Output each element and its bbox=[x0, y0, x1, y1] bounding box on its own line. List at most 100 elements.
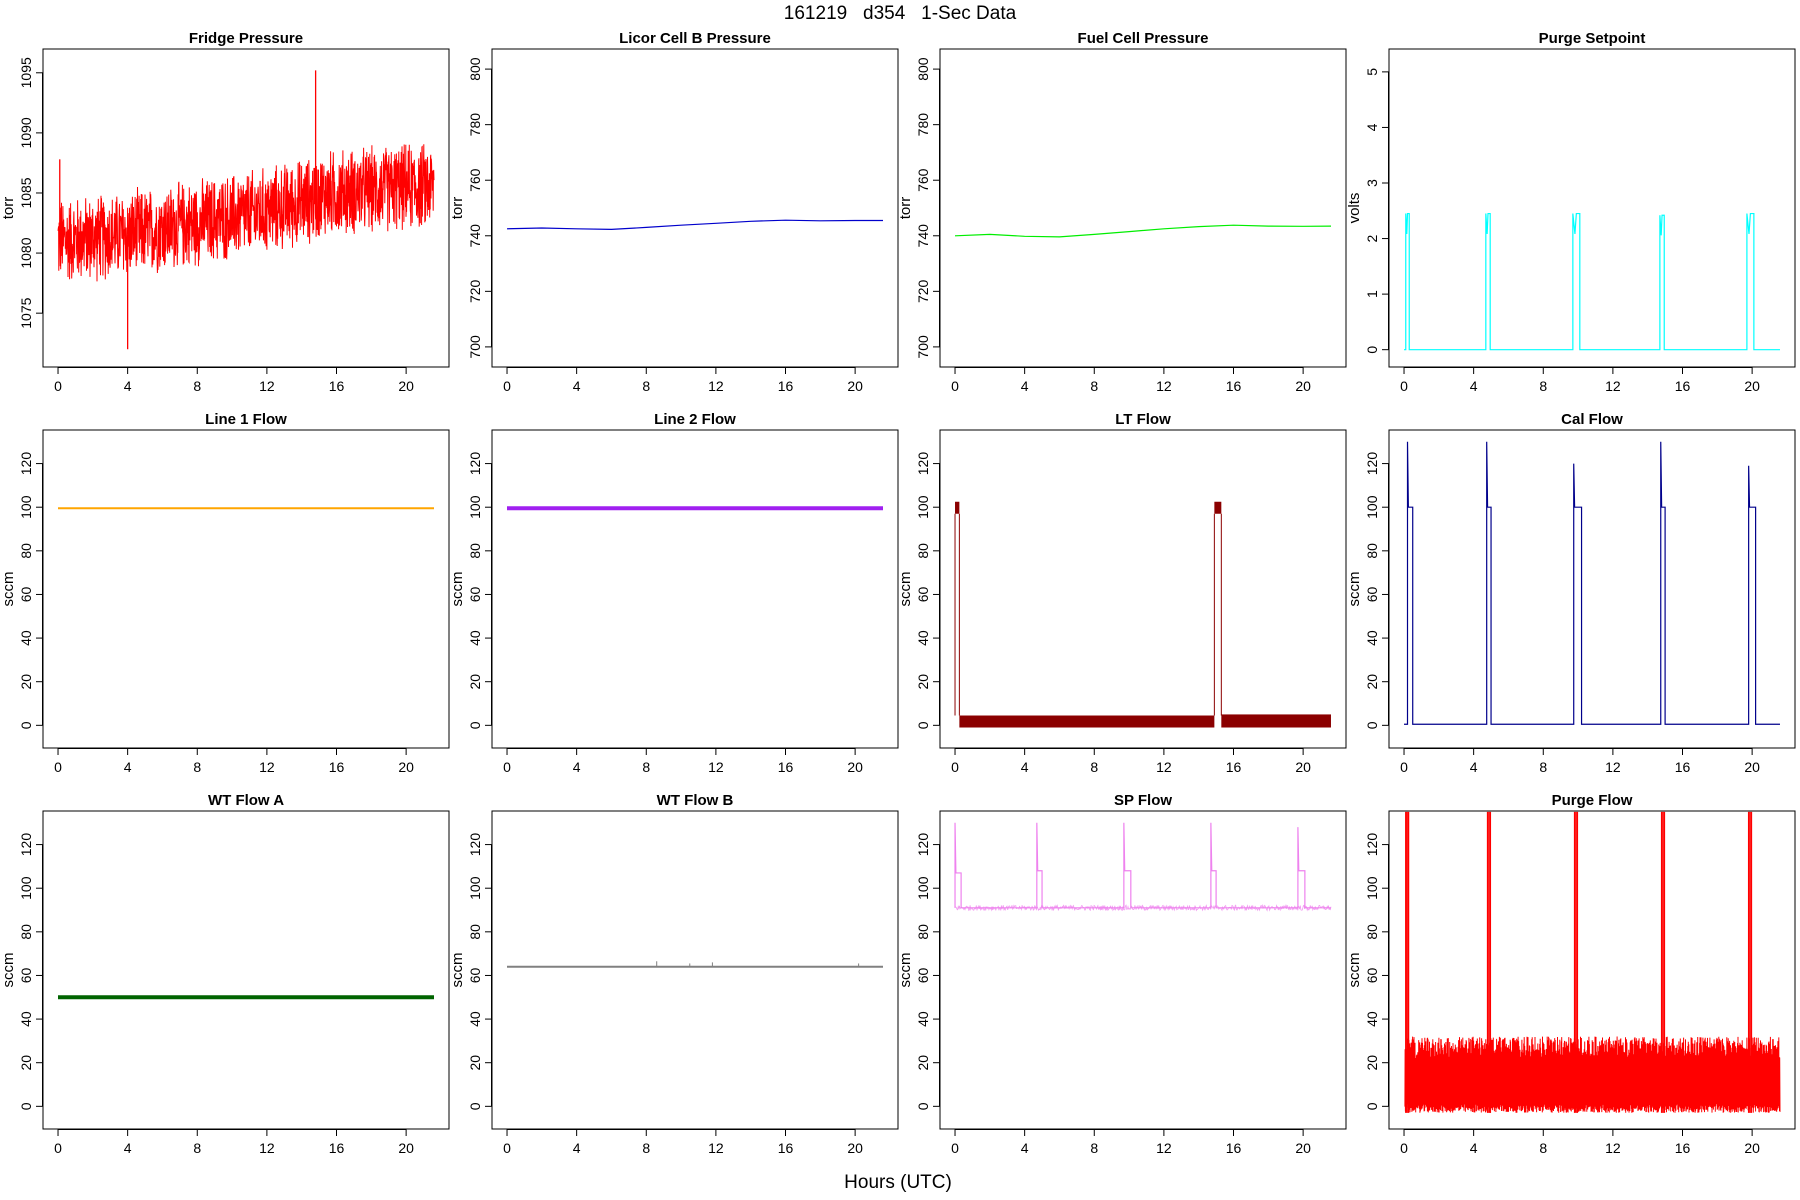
y-tick-label: 780 bbox=[467, 113, 483, 137]
y-tick-label: 0 bbox=[915, 1102, 931, 1110]
y-axis-label: sccm bbox=[1346, 953, 1363, 988]
y-tick-label: 80 bbox=[18, 543, 34, 559]
y-tick-label: 80 bbox=[467, 924, 483, 940]
y-tick-label: 40 bbox=[467, 630, 483, 646]
y-tick-label: 120 bbox=[467, 452, 483, 476]
y-tick-label: 80 bbox=[1364, 924, 1380, 940]
y-axis-label: volts bbox=[1346, 193, 1363, 224]
y-tick-label: 20 bbox=[467, 674, 483, 690]
x-tick-label: 0 bbox=[54, 1140, 62, 1156]
x-tick-label: 20 bbox=[847, 378, 863, 394]
x-tick-label: 0 bbox=[951, 378, 959, 394]
plot-frame bbox=[1388, 429, 1796, 749]
series-line bbox=[954, 224, 1332, 238]
plot-frame bbox=[939, 810, 1347, 1130]
y-tick-label: 740 bbox=[915, 224, 931, 248]
y-tick-label: 760 bbox=[915, 168, 931, 192]
y-tick-label: 4 bbox=[1364, 123, 1380, 131]
y-tick-label: 1085 bbox=[18, 177, 34, 208]
y-tick-label: 40 bbox=[467, 1011, 483, 1027]
x-tick-label: 0 bbox=[1400, 1140, 1408, 1156]
x-tick-label: 8 bbox=[1539, 759, 1547, 775]
y-tick-label: 20 bbox=[18, 1055, 34, 1071]
series-group bbox=[507, 961, 883, 968]
y-tick-label: 60 bbox=[1364, 967, 1380, 983]
y-tick-label: 120 bbox=[467, 833, 483, 857]
panel-lt-flow: LT Flow sccm 0 4 8 12 16 20 0 20 40 60 80 100 120 bbox=[897, 411, 1347, 775]
series-group bbox=[506, 219, 883, 231]
x-tick-label: 12 bbox=[1605, 759, 1621, 775]
panel-line-1-flow: Line 1 Flow sccm 0 4 8 12 16 20 0 20 40 60 80 100 120 bbox=[0, 411, 450, 775]
plot-frame bbox=[491, 429, 899, 749]
y-tick-label: 0 bbox=[467, 1102, 483, 1110]
x-tick-label: 0 bbox=[503, 378, 511, 394]
x-tick-label: 16 bbox=[329, 759, 345, 775]
panel-cal-flow: Cal Flow sccm 0 4 8 12 16 20 0 20 40 60 80 100 120 bbox=[1346, 411, 1796, 775]
y-tick-label: 120 bbox=[18, 452, 34, 476]
x-tick-label: 20 bbox=[398, 759, 414, 775]
x-tick-label: 20 bbox=[1744, 759, 1760, 775]
y-tick-label: 20 bbox=[1364, 674, 1380, 690]
x-tick-label: 12 bbox=[1156, 378, 1172, 394]
x-tick-label: 12 bbox=[259, 1140, 275, 1156]
x-tick-label: 0 bbox=[1400, 759, 1408, 775]
y-tick-label: 1095 bbox=[18, 57, 34, 88]
series-group bbox=[1404, 811, 1781, 1113]
x-tick-label: 4 bbox=[1021, 378, 1029, 394]
y-tick-label: 60 bbox=[915, 967, 931, 983]
y-tick-label: 1080 bbox=[18, 237, 34, 268]
panel-title: Purge Flow bbox=[1552, 792, 1633, 809]
series-band bbox=[955, 501, 960, 514]
y-tick-label: 0 bbox=[18, 721, 34, 729]
y-tick-label: 120 bbox=[1364, 452, 1380, 476]
y-tick-label: 40 bbox=[915, 1011, 931, 1027]
y-axis-label: torr bbox=[449, 197, 466, 220]
x-tick-label: 16 bbox=[329, 1140, 345, 1156]
y-tick-label: 60 bbox=[18, 967, 34, 983]
y-tick-label: 800 bbox=[467, 57, 483, 81]
x-tick-label: 16 bbox=[778, 378, 794, 394]
y-tick-label: 40 bbox=[18, 630, 34, 646]
x-tick-label: 16 bbox=[778, 759, 794, 775]
plot-frame bbox=[491, 810, 899, 1130]
x-tick-label: 20 bbox=[398, 378, 414, 394]
x-tick-label: 0 bbox=[1400, 378, 1408, 394]
y-tick-label: 700 bbox=[467, 335, 483, 359]
series-line bbox=[1404, 212, 1780, 351]
y-tick-label: 1075 bbox=[18, 297, 34, 328]
y-tick-label: 40 bbox=[915, 630, 931, 646]
x-tick-label: 8 bbox=[1539, 1140, 1547, 1156]
series-line bbox=[954, 822, 1331, 909]
x-tick-label: 20 bbox=[1744, 1140, 1760, 1156]
y-tick-label: 2 bbox=[1364, 234, 1380, 242]
x-tick-label: 16 bbox=[1675, 1140, 1691, 1156]
y-tick-label: 40 bbox=[1364, 630, 1380, 646]
x-tick-label: 8 bbox=[1090, 759, 1098, 775]
plot-frame bbox=[1388, 810, 1796, 1130]
x-tick-label: 8 bbox=[193, 1140, 201, 1156]
x-tick-label: 20 bbox=[847, 1140, 863, 1156]
y-tick-label: 3 bbox=[1364, 179, 1380, 187]
panel-title: Line 1 Flow bbox=[205, 411, 287, 428]
x-tick-label: 12 bbox=[708, 378, 724, 394]
series-group bbox=[954, 501, 1331, 728]
x-tick-label: 4 bbox=[1470, 1140, 1478, 1156]
x-tick-label: 0 bbox=[951, 1140, 959, 1156]
y-tick-label: 20 bbox=[467, 1055, 483, 1071]
y-tick-label: 1 bbox=[1364, 290, 1380, 298]
y-tick-label: 40 bbox=[18, 1011, 34, 1027]
y-axis-label: sccm bbox=[0, 953, 17, 988]
y-tick-label: 80 bbox=[18, 924, 34, 940]
panel-title: SP Flow bbox=[1114, 792, 1172, 809]
panel-sp-flow: SP Flow sccm 0 4 8 12 16 20 0 20 40 60 80 100 120 bbox=[897, 792, 1347, 1156]
y-tick-label: 100 bbox=[1364, 495, 1380, 519]
y-tick-label: 1090 bbox=[18, 117, 34, 148]
y-tick-label: 80 bbox=[1364, 543, 1380, 559]
y-tick-label: 100 bbox=[1364, 876, 1380, 900]
series-group bbox=[954, 822, 1332, 912]
y-tick-label: 60 bbox=[915, 586, 931, 602]
y-tick-label: 100 bbox=[18, 495, 34, 519]
series-line bbox=[57, 144, 435, 282]
x-tick-label: 16 bbox=[1675, 378, 1691, 394]
x-tick-label: 12 bbox=[1605, 378, 1621, 394]
